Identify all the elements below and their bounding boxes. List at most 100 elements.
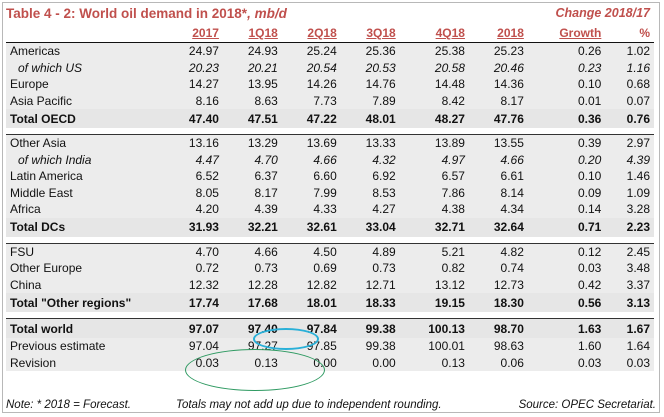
cell: 98.70 xyxy=(468,318,528,338)
cell: 8.16 xyxy=(164,92,223,109)
row-label: of which US xyxy=(6,59,164,76)
cell: 13.16 xyxy=(164,134,223,152)
cell: 24.97 xyxy=(164,42,223,60)
cell: 3.13 xyxy=(605,293,654,312)
row-label: Middle East xyxy=(6,184,164,201)
cell: 47.76 xyxy=(468,109,528,128)
highlight-oval-blue xyxy=(253,328,319,350)
table-row: Asia Pacific 8.16 8.63 7.73 7.89 8.42 8.… xyxy=(6,92,654,109)
cell: 0.68 xyxy=(605,76,654,93)
cell: 2.23 xyxy=(605,217,654,237)
row-label: FSU xyxy=(6,242,164,260)
cell: 12.82 xyxy=(281,276,341,293)
row-label: Africa xyxy=(6,201,164,218)
cell: 1.16 xyxy=(605,59,654,76)
row-label: Europe xyxy=(6,76,164,93)
cell: 1.67 xyxy=(605,318,654,338)
cell: 14.36 xyxy=(468,76,528,93)
cell: 0.07 xyxy=(605,92,654,109)
cell: 18.30 xyxy=(468,293,528,312)
cell: 25.23 xyxy=(468,42,528,60)
cell: 4.97 xyxy=(399,151,469,168)
col-header-2q18: 2Q18 xyxy=(307,26,337,40)
cell: 0.42 xyxy=(527,276,606,293)
row-label: of which India xyxy=(6,151,164,168)
cell: 17.74 xyxy=(164,293,223,312)
cell: 12.73 xyxy=(468,276,528,293)
col-header-3q18: 3Q18 xyxy=(366,26,396,40)
table-row: Europe 14.27 13.95 14.26 14.76 14.48 14.… xyxy=(6,76,654,93)
row-label: Total OECD xyxy=(6,109,164,128)
cell: 8.63 xyxy=(222,92,282,109)
cell: 13.12 xyxy=(399,276,469,293)
cell: 4.27 xyxy=(340,201,400,218)
cell: 4.34 xyxy=(468,201,528,218)
row-label: Other Asia xyxy=(6,134,164,152)
cell: 4.39 xyxy=(222,201,282,218)
cell: 14.48 xyxy=(399,76,469,93)
col-header-2017: 2017 xyxy=(192,26,219,40)
cell: 0.10 xyxy=(527,76,606,93)
cell: 25.36 xyxy=(340,42,400,60)
cell: 6.92 xyxy=(340,168,400,185)
cell: 8.05 xyxy=(164,184,223,201)
cell: 18.33 xyxy=(340,293,400,312)
cell: 32.64 xyxy=(468,217,528,237)
cell: 7.89 xyxy=(340,92,400,109)
cell: 2.45 xyxy=(605,242,654,260)
cell: 20.58 xyxy=(399,59,469,76)
footer-source: Source: OPEC Secretariat. xyxy=(518,399,656,411)
cell: 12.71 xyxy=(340,276,400,293)
cell: 12.32 xyxy=(164,276,223,293)
table-title: Table 4 - 2: World oil demand in 2018*, … xyxy=(6,6,287,21)
cell: 6.52 xyxy=(164,168,223,185)
row-label: Total world xyxy=(6,318,164,338)
cell: 4.20 xyxy=(164,201,223,218)
col-header-growth: Growth xyxy=(559,26,602,40)
cell: 1.46 xyxy=(605,168,654,185)
cell: 0.36 xyxy=(527,109,606,128)
cell: 17.68 xyxy=(222,293,282,312)
cell: 0.14 xyxy=(527,201,606,218)
table-row: Previous estimate 97.04 97.27 97.85 99.3… xyxy=(6,338,654,355)
cell: 4.66 xyxy=(281,151,341,168)
cell: 4.39 xyxy=(605,151,654,168)
table-frame xyxy=(2,2,660,413)
cell: 20.46 xyxy=(468,59,528,76)
cell: 24.93 xyxy=(222,42,282,60)
row-label: Asia Pacific xyxy=(6,92,164,109)
table-row: Other Europe 0.72 0.73 0.69 0.73 0.82 0.… xyxy=(6,260,654,277)
total-row: Total "Other regions" 17.74 17.68 18.01 … xyxy=(6,293,654,312)
cell: 48.27 xyxy=(399,109,469,128)
cell: 0.00 xyxy=(340,354,400,371)
table-row: of which US 20.23 20.21 20.54 20.53 20.5… xyxy=(6,59,654,76)
row-label: Total DCs xyxy=(6,217,164,237)
col-header-1q18: 1Q18 xyxy=(248,26,278,40)
cell: 97.07 xyxy=(164,318,223,338)
cell: 0.71 xyxy=(527,217,606,237)
cell: 0.03 xyxy=(527,354,606,371)
cell: 20.54 xyxy=(281,59,341,76)
table-row: Other Asia 13.16 13.29 13.69 13.33 13.89… xyxy=(6,134,654,152)
cell: 18.01 xyxy=(281,293,341,312)
cell: 0.56 xyxy=(527,293,606,312)
cell: 99.38 xyxy=(340,338,400,355)
oil-demand-table: 2017 1Q18 2Q18 3Q18 4Q18 2018 Growth % A… xyxy=(6,24,654,371)
cell: 0.10 xyxy=(527,168,606,185)
cell: 2.97 xyxy=(605,134,654,152)
cell: 13.33 xyxy=(340,134,400,152)
cell: 0.39 xyxy=(527,134,606,152)
total-world-row: Total world 97.07 97.40 97.84 99.38 100.… xyxy=(6,318,654,338)
cell: 7.73 xyxy=(281,92,341,109)
cell: 0.73 xyxy=(222,260,282,277)
cell: 3.28 xyxy=(605,201,654,218)
highlight-oval-green xyxy=(185,349,325,391)
cell: 0.01 xyxy=(527,92,606,109)
row-label: Other Europe xyxy=(6,260,164,277)
row-label: Total "Other regions" xyxy=(6,293,164,312)
cell: 8.53 xyxy=(340,184,400,201)
cell: 0.69 xyxy=(281,260,341,277)
cell: 0.74 xyxy=(468,260,528,277)
cell: 47.40 xyxy=(164,109,223,128)
cell: 97.04 xyxy=(164,338,223,355)
